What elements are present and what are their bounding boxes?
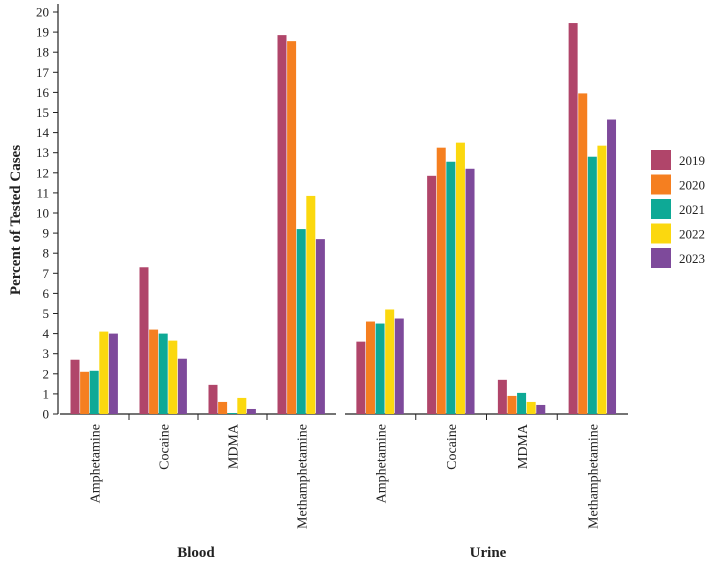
y-tick-label: 2: [43, 366, 50, 381]
y-tick-label: 6: [43, 286, 50, 301]
y-tick-label: 14: [36, 125, 50, 140]
y-tick-label: 12: [36, 165, 49, 180]
bar-blood-methamphetamine-2020: [287, 41, 297, 415]
y-tick-label: 15: [36, 105, 49, 120]
y-tick-label: 18: [36, 45, 49, 60]
bar-blood-mdma-2019: [208, 384, 218, 414]
legend-swatch-2021: [651, 199, 671, 219]
bars: [70, 23, 617, 415]
bar-urine-methamphetamine-2021: [587, 156, 597, 414]
legend-swatch-2022: [651, 223, 671, 244]
bar-urine-mdma-2023: [536, 404, 546, 414]
y-tick-label: 4: [43, 326, 50, 341]
legend-label-2023: 2023: [679, 251, 705, 266]
y-tick-label: 11: [36, 185, 49, 200]
bar-urine-cocaine-2021: [446, 161, 456, 414]
y-tick-label: 10: [36, 206, 49, 221]
bar-blood-amphetamine-2019: [70, 359, 80, 414]
y-tick-label: 17: [36, 65, 50, 80]
y-tick-label: 9: [43, 226, 50, 241]
bar-blood-cocaine-2021: [158, 333, 168, 414]
bar-urine-amphetamine-2020: [365, 321, 375, 414]
y-tick-label: 1: [43, 386, 50, 401]
bar-urine-amphetamine-2019: [356, 341, 366, 414]
bar-urine-cocaine-2023: [465, 168, 475, 414]
y-tick-label: 16: [36, 85, 50, 100]
bar-urine-cocaine-2020: [436, 147, 446, 415]
y-tick-label: 13: [36, 145, 49, 160]
category-label: Cocaine: [158, 424, 173, 470]
bar-blood-mdma-2023: [246, 408, 256, 414]
legend-label-2021: 2021: [679, 202, 705, 217]
y-tick-label: 0: [43, 407, 50, 422]
bar-blood-amphetamine-2021: [89, 370, 99, 414]
bar-urine-methamphetamine-2023: [607, 119, 617, 414]
legend-swatch-2019: [651, 150, 671, 170]
category-label: Amphetamine: [374, 424, 389, 503]
y-axis-label: Percent of Tested Cases: [8, 145, 24, 295]
bar-urine-amphetamine-2022: [385, 309, 395, 414]
legend: 2019 2020 2021 2022 2023: [651, 150, 705, 268]
legend-label-2019: 2019: [679, 153, 705, 168]
y-tick-label: 5: [43, 306, 50, 321]
bar-blood-amphetamine-2023: [108, 333, 118, 414]
bar-urine-methamphetamine-2022: [597, 145, 607, 415]
category-label: MDMA: [516, 423, 531, 469]
category-labels: Amphetamine Cocaine MDMA Methamphetamine Blo…: [89, 423, 602, 561]
group-label-urine: Urine: [470, 545, 507, 561]
bar-urine-cocaine-2019: [427, 175, 437, 414]
legend-label-2022: 2022: [679, 227, 705, 242]
bar-blood-mdma-2020: [218, 401, 228, 414]
bar-blood-methamphetamine-2022: [306, 195, 316, 414]
legend-swatch-2023: [651, 248, 671, 268]
bar-blood-amphetamine-2020: [80, 371, 90, 414]
category-label: Cocaine: [445, 424, 460, 470]
bar-urine-mdma-2022: [526, 401, 536, 414]
bar-blood-cocaine-2019: [139, 267, 149, 414]
bar-urine-mdma-2021: [517, 392, 527, 414]
bar-blood-cocaine-2023: [177, 358, 187, 414]
bar-blood-cocaine-2020: [149, 329, 159, 414]
bar-blood-methamphetamine-2023: [315, 239, 325, 414]
y-tick-label: 20: [36, 5, 49, 20]
bar-blood-cocaine-2022: [168, 340, 178, 414]
bar-blood-mdma-2022: [237, 397, 247, 414]
bar-blood-mdma-2021: [227, 412, 237, 414]
bar-urine-amphetamine-2023: [394, 318, 404, 414]
y-tick-label: 8: [43, 246, 50, 261]
y-tick-label: 7: [43, 266, 50, 281]
category-label: Amphetamine: [89, 424, 104, 503]
legend-label-2020: 2020: [679, 178, 705, 193]
bar-urine-methamphetamine-2020: [578, 93, 588, 414]
category-label: Methamphetamine: [587, 424, 602, 529]
bar-urine-cocaine-2022: [455, 142, 465, 414]
category-label: MDMA: [227, 423, 242, 469]
group-label-blood: Blood: [177, 545, 215, 561]
bar-urine-amphetamine-2021: [375, 323, 385, 414]
legend-swatch-2020: [651, 174, 671, 195]
category-label: Methamphetamine: [296, 424, 311, 529]
y-tick-label: 3: [43, 346, 50, 361]
y-tick-label: 19: [36, 25, 49, 40]
bar-urine-mdma-2019: [497, 379, 507, 414]
bar-urine-mdma-2020: [507, 395, 517, 414]
bar-blood-methamphetamine-2021: [296, 229, 306, 414]
bar-urine-methamphetamine-2019: [568, 23, 578, 415]
bar-blood-amphetamine-2022: [99, 331, 109, 414]
bar-blood-methamphetamine-2019: [277, 35, 287, 415]
